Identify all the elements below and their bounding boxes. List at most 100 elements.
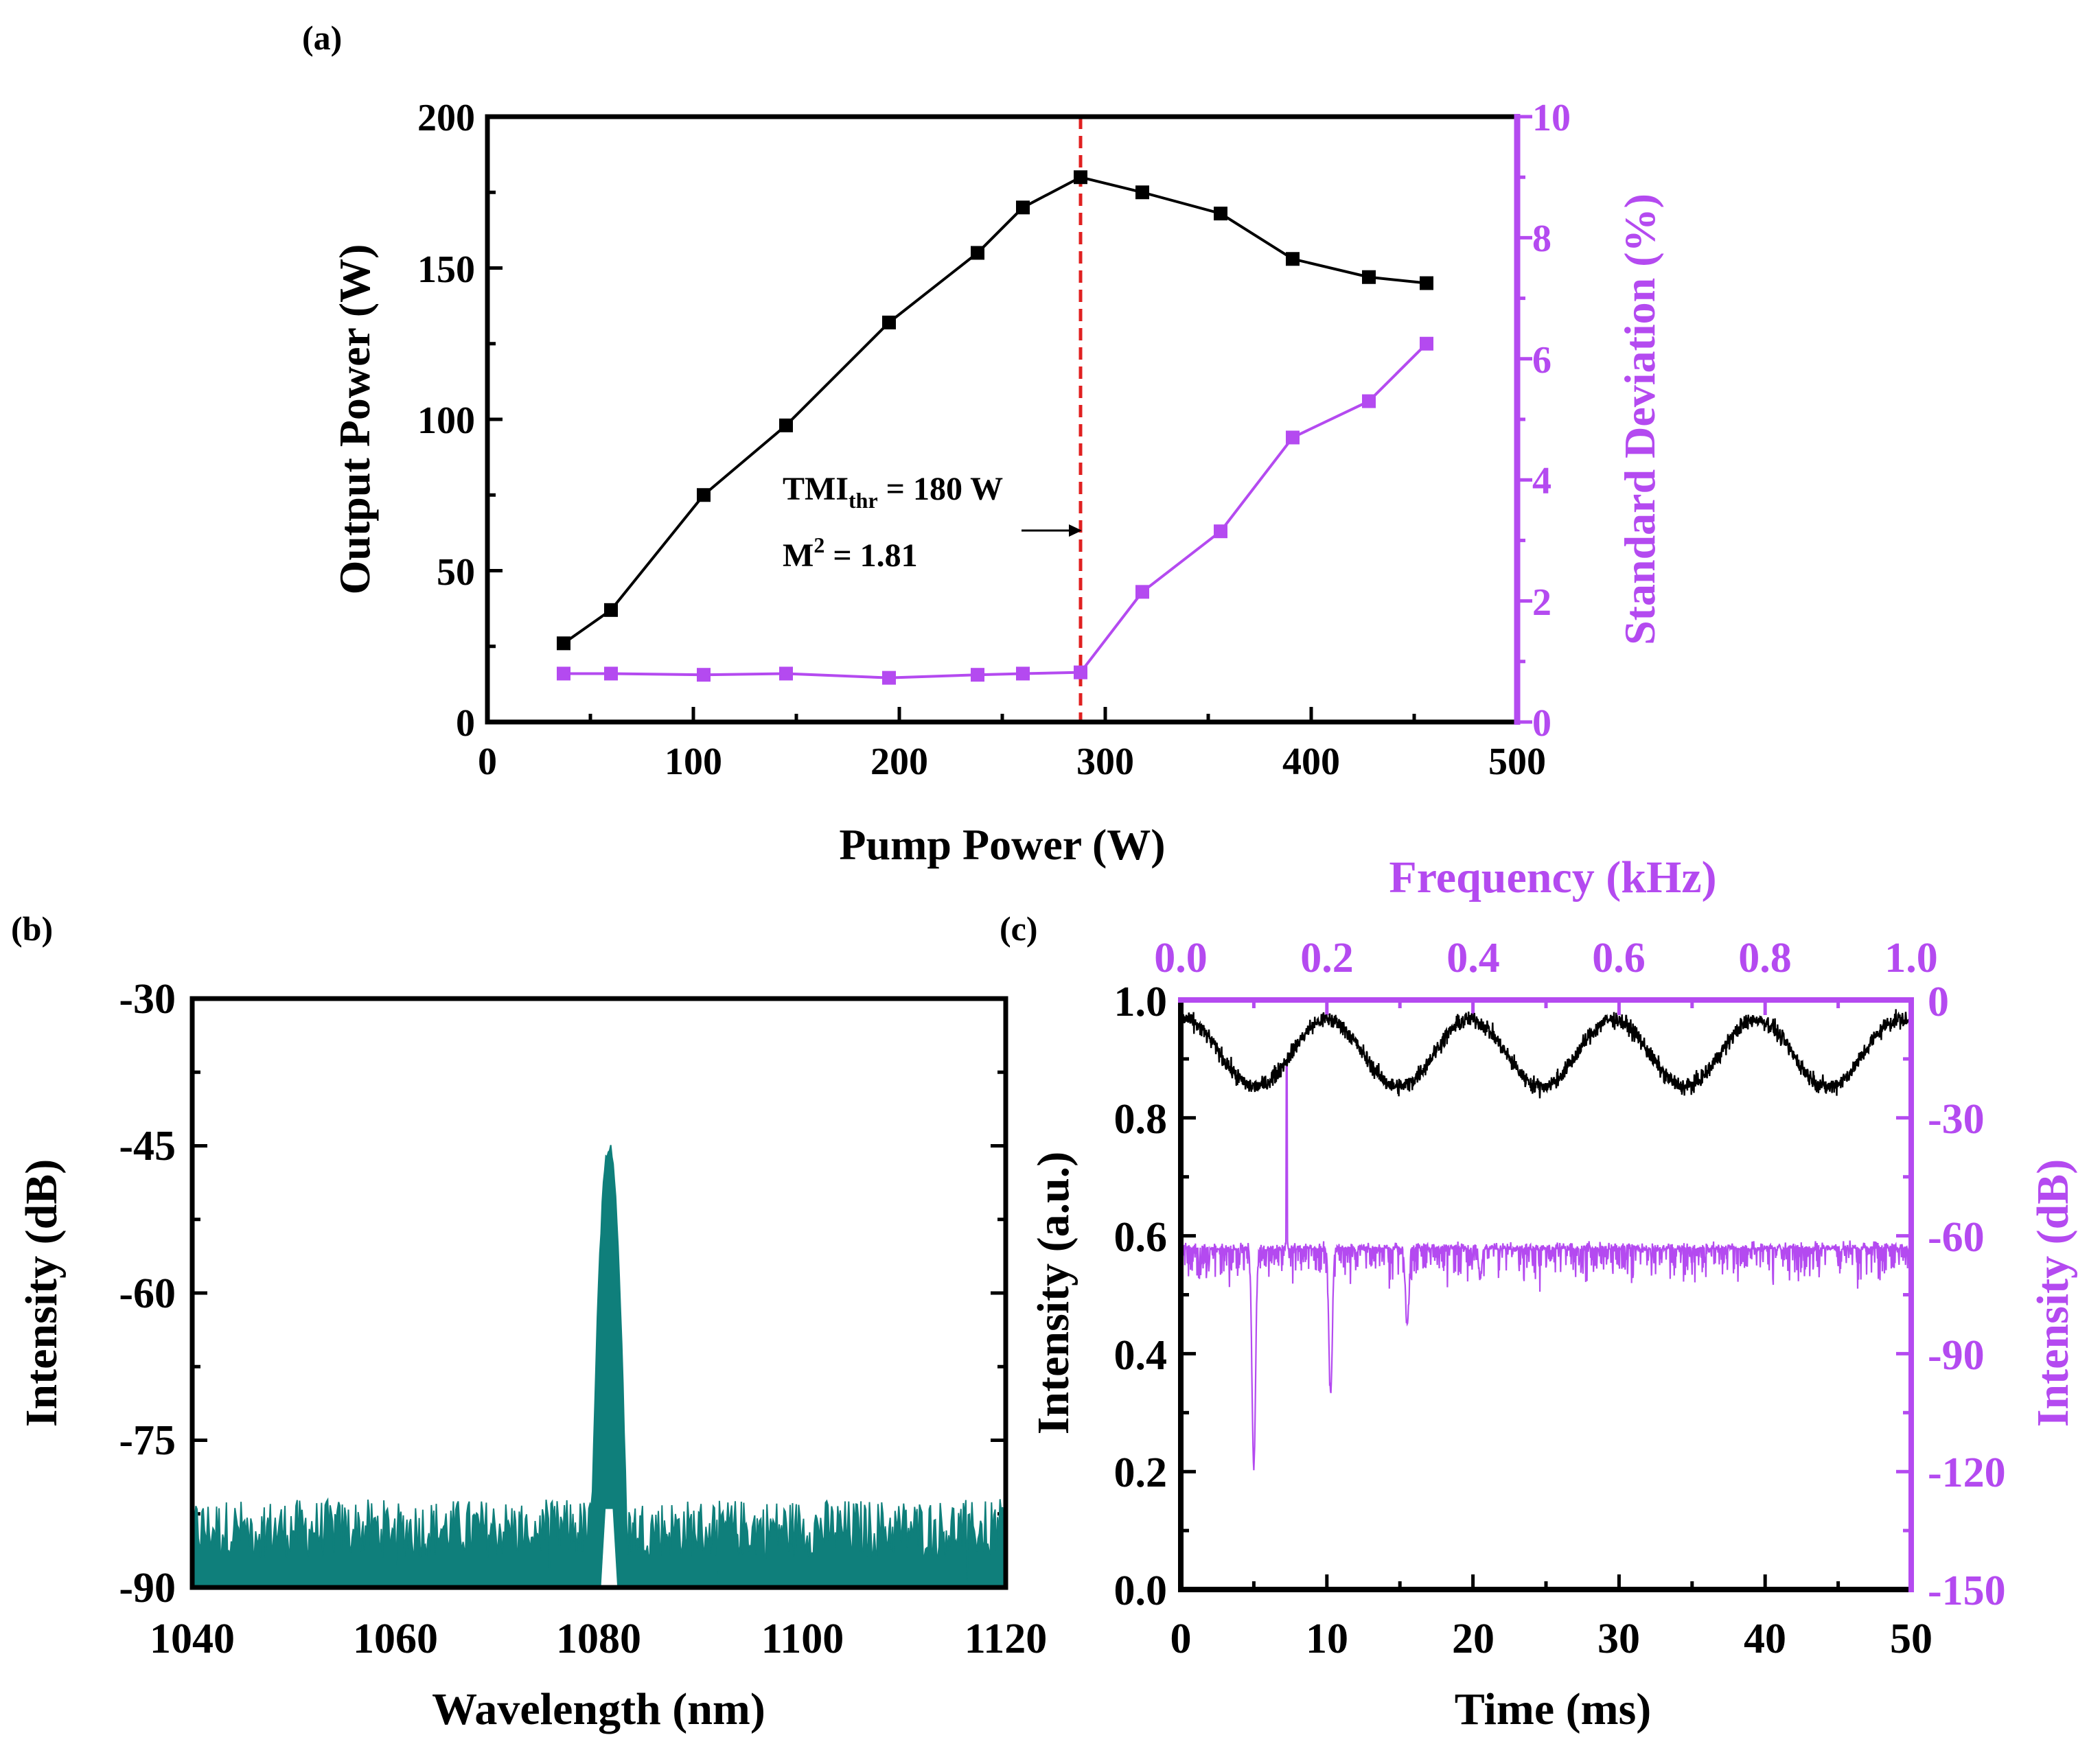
y-tick-label: 0.8: [1114, 1096, 1168, 1143]
panel-a-label: (a): [302, 19, 342, 57]
data-point: [1286, 252, 1300, 266]
panel-c-x2-axis-title: Frequency (kHz): [1389, 852, 1716, 903]
data-point: [971, 246, 984, 260]
data-point: [604, 666, 618, 681]
data-point: [779, 666, 793, 681]
panel-c-y-tick-labels: 0.0 0.2 0.4 0.6 0.8 1.0: [1114, 979, 1168, 1614]
y2-tick-label: 4: [1532, 460, 1551, 502]
data-point: [1016, 666, 1030, 681]
y-tick-label: -60: [119, 1270, 176, 1317]
x-tick-label: 100: [665, 741, 722, 783]
x2-tick-label: 1.0: [1884, 935, 1938, 981]
panel-b: (b) 1040 1060 1080 1100 1120 -30 -45 -60…: [11, 909, 1047, 1734]
data-point: [1420, 336, 1433, 351]
x-tick-label: 400: [1282, 741, 1340, 783]
data-point: [1214, 207, 1227, 221]
spectrum-line: [1179, 1066, 1913, 1471]
data-point: [1074, 170, 1087, 185]
y-tick-label: -90: [119, 1565, 176, 1611]
annotation-line-2: M2 = 1.81: [783, 533, 918, 574]
data-point: [1016, 200, 1030, 215]
panel-a-x-axis-title: Pump Power (W): [839, 820, 1165, 869]
y2-tick-label: 2: [1532, 581, 1551, 624]
peak-gap: [601, 1509, 618, 1587]
y2-tick-label: 0: [1928, 979, 1949, 1025]
panel-c-y2-tick-labels: 0 -30 -60 -90 -120 -150: [1928, 979, 2006, 1614]
x2-tick-label: 0.8: [1738, 935, 1792, 981]
y2-tick-label: -60: [1928, 1214, 1985, 1261]
panel-c-x-axis-title: Time (ms): [1455, 1684, 1652, 1734]
y2-tick-label: 8: [1532, 218, 1551, 260]
x-tick-label: 200: [870, 741, 928, 783]
data-point: [1074, 665, 1087, 679]
x-tick-label: 10: [1306, 1616, 1348, 1662]
y-tick-label: -45: [119, 1123, 176, 1169]
panel-b-frame: [189, 996, 1008, 1590]
x-tick-label: 500: [1488, 741, 1546, 783]
panel-a-y2-tick-labels: 0 2 4 6 8 10: [1532, 97, 1571, 745]
y-tick-label: 50: [437, 551, 475, 594]
x-tick-label: 20: [1452, 1616, 1495, 1662]
data-point: [779, 418, 793, 432]
series-line-1: [562, 176, 1427, 644]
x-tick-label: 0: [478, 741, 497, 783]
y-tick-label: 0: [456, 702, 475, 745]
y-tick-label: 1.0: [1114, 979, 1168, 1025]
panel-a-ticks: [485, 115, 1532, 724]
data-point: [882, 315, 896, 329]
panel-a-y-tick-labels: 0 50 100 150 200: [417, 97, 475, 745]
x-tick-label: 1080: [556, 1616, 641, 1662]
y-tick-label: 200: [417, 97, 475, 139]
panel-c: (c) 0 10 20 30 40 50 0.0 0.2 0.4 0.6 0.8…: [1000, 852, 2078, 1734]
x-tick-label: 1100: [761, 1616, 844, 1662]
panel-c-label: (c): [1000, 909, 1038, 948]
y-tick-label: 150: [417, 248, 475, 291]
y2-tick-label: 0: [1532, 702, 1551, 745]
y2-tick-label: -30: [1928, 1096, 1985, 1143]
panel-b-data: [192, 1145, 1007, 1588]
time-series-line: [1179, 1009, 1913, 1099]
data-point: [697, 668, 711, 682]
x2-tick-label: 0.0: [1154, 935, 1208, 981]
y-tick-label: 0.6: [1114, 1214, 1168, 1261]
data-point: [882, 671, 896, 685]
x-tick-label: 1060: [353, 1616, 438, 1662]
annotation-line-1: TMIthr = 180 W: [783, 471, 1003, 513]
panel-a-frame: [485, 114, 1520, 725]
panel-c-data: [1179, 1009, 1913, 1471]
x-tick-label: 30: [1597, 1616, 1640, 1662]
threshold-annotation: TMIthr = 180 W M2 = 1.81: [783, 471, 1082, 574]
x2-tick-label: 0.4: [1446, 935, 1500, 981]
y2-tick-label: 10: [1532, 97, 1571, 139]
data-point: [1286, 430, 1300, 445]
series-line-2: [564, 342, 1428, 679]
data-point: [1362, 270, 1376, 284]
y-tick-label: 0.0: [1114, 1568, 1168, 1614]
x2-tick-label: 0.2: [1300, 935, 1354, 981]
y2-tick-label: -120: [1928, 1450, 2006, 1496]
data-point: [1362, 394, 1376, 408]
y-tick-label: -30: [119, 976, 176, 1023]
panel-a-x-tick-labels: 0 100 200 300 400 500: [478, 741, 1546, 783]
panel-b-label: (b): [11, 909, 53, 948]
x-tick-label: 1120: [965, 1616, 1048, 1662]
panel-b-x-axis-title: Wavelength (nm): [432, 1684, 765, 1734]
panel-c-x-tick-labels: 0 10 20 30 40 50: [1170, 1616, 1933, 1662]
data-point: [1135, 585, 1149, 599]
x-tick-label: 300: [1076, 741, 1134, 783]
panel-a-data: [557, 117, 1433, 722]
panel-c-y2-axis-title: Intensity (dB): [2028, 1159, 2078, 1428]
x-tick-label: 1040: [150, 1616, 235, 1662]
panel-b-x-tick-labels: 1040 1060 1080 1100 1120: [150, 1616, 1047, 1662]
data-point: [557, 636, 570, 651]
data-point: [557, 666, 570, 681]
y-tick-label: 0.2: [1114, 1450, 1168, 1496]
y-tick-label: 0.4: [1114, 1332, 1168, 1379]
data-point: [1135, 185, 1149, 200]
x-tick-label: 50: [1890, 1616, 1932, 1662]
panel-b-y-axis-title: Intensity (dB): [16, 1159, 67, 1428]
y2-tick-label: -150: [1928, 1568, 2006, 1614]
panel-c-x2-tick-labels: 0.0 0.2 0.4 0.6 0.8 1.0: [1154, 935, 1938, 981]
panel-c-y-axis-title: Intensity (a.u.): [1028, 1152, 1078, 1435]
y-tick-label: -75: [119, 1417, 176, 1464]
